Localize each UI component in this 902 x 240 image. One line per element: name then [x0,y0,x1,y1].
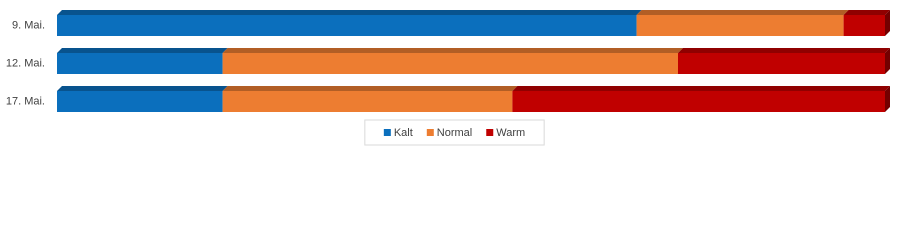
page: {"chart_data": {"type": "stacked-bar-100… [5,10,890,146]
legend-label: Kalt [394,127,413,139]
bar-side [885,86,890,112]
bar-face [57,15,637,36]
bar-side [885,10,890,36]
bar [222,48,683,74]
bar [678,48,890,74]
bar-face [512,91,885,112]
bar [57,48,228,74]
bar [57,10,642,36]
chart: 9. Mai. 12. Mai. 17. Mai. Kalt Normal Warm [6,10,890,146]
bar-face [843,15,885,36]
bar-top [636,10,849,15]
bar-top [57,48,228,53]
bar-face [222,91,513,112]
legend-box [364,119,545,146]
bar [57,86,228,112]
legend-label: Warm [496,127,525,139]
bar-face [57,91,223,112]
bar-top [222,86,518,91]
legend-swatch [426,129,434,136]
y-tick-label: 12. Mai. [6,57,45,69]
bar-top [678,48,890,53]
bar-top [57,86,228,91]
bar [636,10,849,36]
y-tick-label: 9. Mai. [12,19,45,31]
y-tick-label: 17. Mai. [6,95,45,107]
bar [512,86,890,112]
bar-top [222,48,683,53]
bar [843,10,890,36]
bar-face [636,15,844,36]
bar [222,86,518,112]
bar-top [843,10,890,15]
bar-face [57,53,223,74]
bar-top [512,86,890,91]
bar-face [222,53,678,74]
bar-face [678,53,885,74]
bar-top [57,10,642,15]
legend-label: Normal [437,127,472,139]
legend-swatch [383,129,391,136]
legend: Kalt Normal Warm [364,119,545,146]
bar-side [885,48,890,74]
legend-swatch [486,129,494,136]
